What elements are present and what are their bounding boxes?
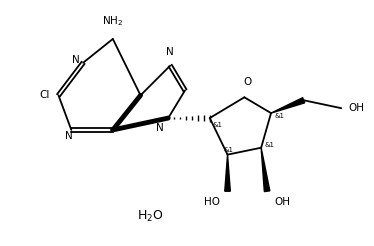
Text: OH: OH xyxy=(348,103,364,113)
Text: N: N xyxy=(166,47,174,57)
Text: &1: &1 xyxy=(213,122,223,128)
Text: NH$_2$: NH$_2$ xyxy=(102,14,123,28)
Text: N: N xyxy=(73,55,80,65)
Text: N: N xyxy=(156,123,163,133)
Polygon shape xyxy=(261,148,270,192)
Text: &1: &1 xyxy=(275,113,285,119)
Polygon shape xyxy=(225,155,230,191)
Text: OH: OH xyxy=(274,197,290,207)
Text: Cl: Cl xyxy=(39,90,50,100)
Text: O: O xyxy=(243,77,251,87)
Text: N: N xyxy=(65,131,73,141)
Polygon shape xyxy=(271,98,305,113)
Text: &1: &1 xyxy=(224,147,234,153)
Text: H$_2$O: H$_2$O xyxy=(137,209,164,225)
Text: HO: HO xyxy=(203,197,220,207)
Text: &1: &1 xyxy=(264,142,274,148)
